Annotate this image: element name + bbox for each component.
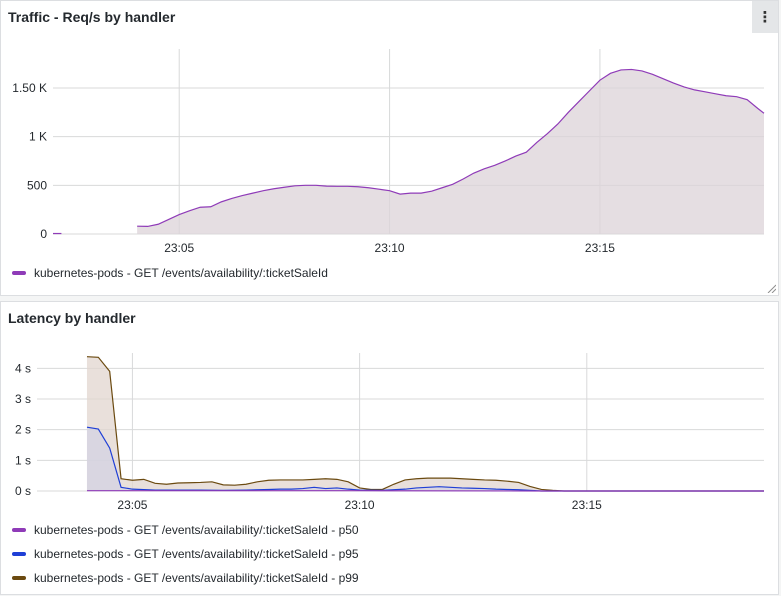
legend-label: kubernetes-pods - GET /events/availabili… [34,523,359,537]
legend-label: kubernetes-pods - GET /events/availabili… [34,266,328,280]
legend-item[interactable]: kubernetes-pods - GET /events/availabili… [12,523,359,537]
x-tick-label: 23:15 [572,498,602,512]
legend-item[interactable]: kubernetes-pods - GET /events/availabili… [12,547,359,561]
y-tick-label: 0 [40,227,47,241]
legend-item[interactable]: kubernetes-pods - GET /events/availabili… [12,266,328,280]
resize-handle-icon[interactable] [767,284,776,293]
series-area [87,357,764,491]
legend-swatch [12,271,26,275]
x-tick-label: 23:10 [345,498,375,512]
y-tick-label: 3 s [15,392,31,406]
legend-swatch [12,552,26,556]
y-tick-label: 1.50 K [12,81,47,95]
y-tick-label: 4 s [15,361,31,375]
series-area [137,69,764,234]
legend-item[interactable]: kubernetes-pods - GET /events/availabili… [12,571,359,585]
y-tick-label: 0 s [15,484,31,498]
x-tick-label: 23:10 [375,241,405,255]
y-tick-label: 2 s [15,423,31,437]
x-tick-label: 23:05 [164,241,194,255]
series-line [87,357,764,491]
x-tick-label: 23:05 [117,498,147,512]
y-tick-label: 500 [27,178,47,192]
legend-swatch [12,576,26,580]
y-tick-label: 1 s [15,453,31,467]
legend-label: kubernetes-pods - GET /events/availabili… [34,571,359,585]
legend-swatch [12,528,26,532]
x-tick-label: 23:15 [585,241,615,255]
legend-label: kubernetes-pods - GET /events/availabili… [34,547,359,561]
y-tick-label: 1 K [29,130,47,144]
traffic-chart: 0 500 1 K 1.50 K 23:05 23:10 23:15 [1,1,780,297]
